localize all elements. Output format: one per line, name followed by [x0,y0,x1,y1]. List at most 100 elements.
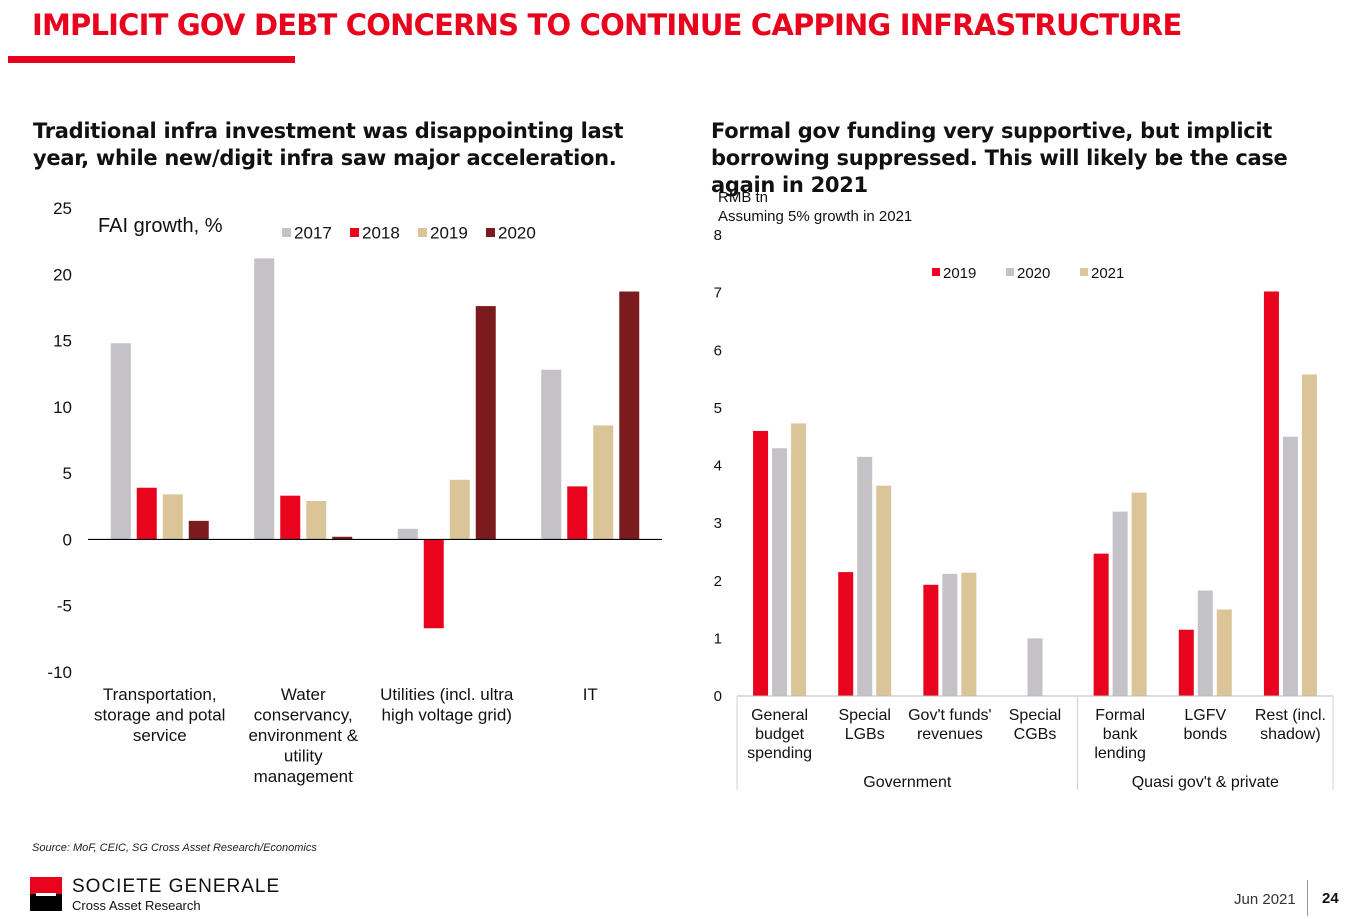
y-tick-label: -10 [47,663,72,682]
bar [306,500,327,540]
x-tick-label-line: budget [755,726,804,743]
bar [1112,511,1128,696]
x-tick-label: Utilities (incl. ultra high voltage grid) [380,685,514,725]
bar [397,528,418,540]
y-tick-label: 0 [63,530,72,549]
bar [857,456,873,696]
bar [961,572,977,696]
bar [475,306,496,540]
x-tick-label: Special LGBs [838,707,890,743]
bar [1178,629,1194,696]
legend-swatch [1080,268,1088,276]
x-tick-label-line: Rest (incl. [1255,707,1326,724]
bar [449,479,470,540]
legend-label: 2020 [498,224,536,243]
y-tick-label: 0 [714,688,722,705]
bar [423,539,444,629]
bar [136,487,157,540]
x-tick-label: Gov't funds' revenues [908,707,991,743]
x-tick-label-line: management [254,767,354,786]
legend-swatch [418,228,427,237]
x-tick-label-line: Water [281,685,326,704]
unit-label: RMB tn [718,189,768,206]
x-tick-label-line: lending [1094,745,1146,762]
societe-generale-logo [30,877,62,911]
funding-chart: RMB tn Assuming 5% growth in 2021 8 7 6 5 4 3 2 1… [714,189,1334,791]
bar [923,584,939,696]
y-tick-label: 3 [714,515,722,532]
x-tick-label-line: LGFV [1184,707,1226,724]
x-tick-label-line: Utilities (incl. ultra [380,685,514,704]
x-tick-label-line: shadow) [1260,726,1320,743]
x-tick-label-line: CGBs [1014,726,1057,743]
bar [541,369,562,540]
x-tick-label: Rest (incl. shadow) [1255,707,1326,743]
bar [1197,590,1213,696]
x-tick-label-line: Transportation, [103,685,217,704]
x-tick-label-line: IT [583,685,598,704]
bar [1093,553,1109,696]
y-tick-label: 5 [714,400,722,417]
x-tick-label: Special CGBs [1009,707,1061,743]
group-label: Government [863,774,952,791]
bar [332,536,353,540]
report-date: Jun 2021 [1234,891,1296,908]
bar [188,520,209,540]
bar [567,486,588,540]
y-tick-label: -5 [57,597,72,616]
page-title: IMPLICIT GOV DEBT CONCERNS TO CONTINUE C… [32,8,1182,42]
bar [1263,291,1279,696]
legend-swatch [486,228,495,237]
x-tick-label-line: environment & [248,726,358,745]
assumption-note: Assuming 5% growth in 2021 [718,208,912,225]
title-underline [8,56,295,63]
x-tick-label-line: revenues [917,726,983,743]
y-tick-label: 15 [53,332,72,351]
brand-subtitle: Cross Asset Research [72,898,201,913]
legend-swatch [1006,268,1014,276]
y-tick-label: 6 [714,342,722,359]
right-chart-title: Formal gov funding very supportive, but … [711,119,1288,197]
x-tick-label-line: utility [284,747,323,766]
bar [254,258,275,540]
source-note: Source: MoF, CEIC, SG Cross Asset Resear… [32,842,317,854]
bar [162,494,183,540]
legend-label: 2019 [943,265,976,282]
y-tick-label: 8 [714,227,722,244]
x-tick-label: LGFV bonds [1183,707,1227,743]
bar [1282,436,1298,696]
x-tick-label: General budget spending [747,707,812,762]
legend-label: 2021 [1091,265,1124,282]
legend-label: 2018 [362,224,400,243]
x-tick-label-line: General [751,707,808,724]
bar [791,423,807,696]
bar [838,572,854,696]
x-tick-label: Transportation, storage and potal service [94,685,225,745]
bar [1301,374,1317,696]
legend-swatch [282,228,291,237]
bar [280,495,301,540]
legend-label: 2020 [1017,265,1050,282]
y-tick-label: 25 [53,199,72,218]
x-tick-label: Formal bank lending [1094,707,1146,762]
legend-label: 2017 [294,224,332,243]
x-tick-label-line: spending [747,745,812,762]
left-chart-title: Traditional infra investment was disappo… [33,119,624,170]
legend-swatch [350,228,359,237]
bar [876,485,892,696]
bar [753,430,769,696]
fai-growth-chart: 25 20 15 10 5 0 -5 -10 Transportation, storage an… [47,199,662,786]
x-tick-label-line: Formal [1095,707,1145,724]
y-axis-label: FAI growth, % [98,215,223,237]
bar [772,448,788,696]
brand-name: SOCIETE GENERALE [72,876,281,897]
legend-swatch [932,268,940,276]
x-tick-label-line: Special [1009,707,1061,724]
page-divider [1307,880,1308,916]
x-tick-label-line: conservancy, [254,706,353,725]
bar [942,573,958,696]
x-tick-label-line: LGBs [845,726,885,743]
bar [1131,492,1147,696]
y-tick-label: 5 [63,464,72,483]
x-tick-label: Water conservancy, environment & utility man… [248,685,358,786]
